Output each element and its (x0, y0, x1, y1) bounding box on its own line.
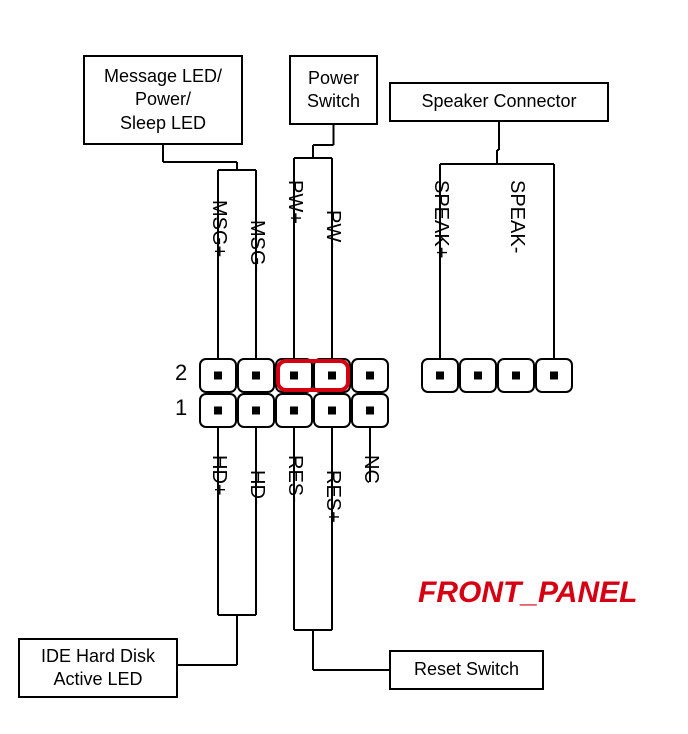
box-msg-led-text: Message LED/Power/Sleep LED (104, 65, 222, 135)
label-msg-plus: MSG+ (207, 200, 230, 257)
label-pw-plus: PW+ (283, 180, 306, 224)
box-reset: Reset Switch (389, 650, 544, 690)
box-power-switch-text: PowerSwitch (307, 67, 360, 114)
label-res-plus: RES+ (321, 470, 344, 523)
box-power-switch: PowerSwitch (289, 55, 378, 125)
box-ide-led: IDE Hard DiskActive LED (18, 638, 178, 698)
diagram-title: FRONT_PANEL (418, 576, 637, 610)
label-hd-plus: HD+ (207, 455, 230, 496)
label-pw-minus: PW- (321, 210, 344, 249)
label-msg-minus: MSG- (245, 220, 268, 272)
box-reset-text: Reset Switch (414, 658, 519, 681)
box-speaker: Speaker Connector (389, 82, 609, 122)
label-hd-minus: HD- (245, 470, 268, 506)
box-msg-led: Message LED/Power/Sleep LED (83, 55, 243, 145)
row-label-2: 2 (175, 360, 187, 386)
label-nc: NC (359, 455, 382, 484)
box-speaker-text: Speaker Connector (421, 90, 576, 113)
row-label-1: 1 (175, 395, 187, 421)
label-res-minus: RES- (283, 455, 306, 503)
box-ide-led-text: IDE Hard DiskActive LED (41, 645, 155, 692)
label-speak-plus: SPEAK+ (429, 180, 452, 258)
label-speak-minus: SPEAK- (505, 180, 528, 253)
